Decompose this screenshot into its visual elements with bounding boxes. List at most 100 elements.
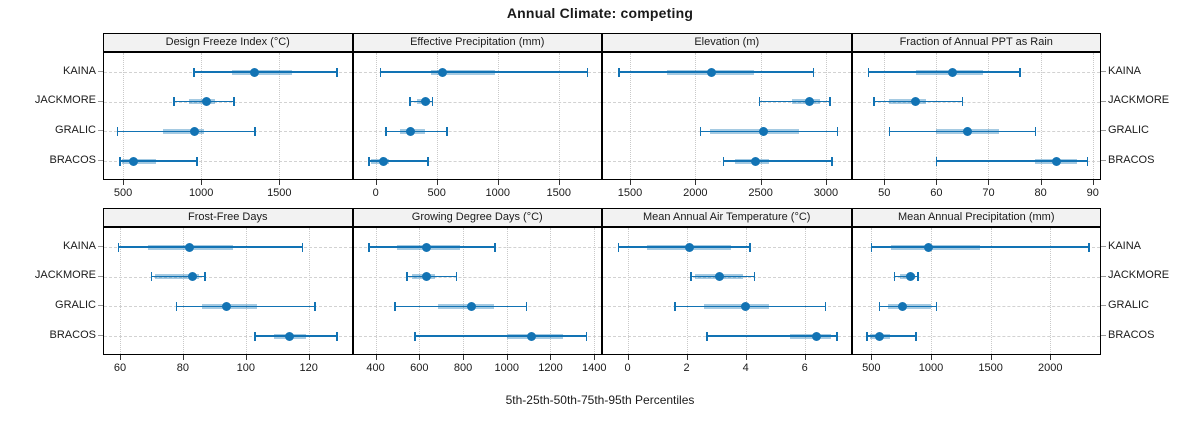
whisker-end-cap (1018, 67, 1021, 77)
whisker-end-cap (175, 301, 178, 311)
whisker-end-cap (414, 331, 416, 341)
site-label-left: BRACOS (49, 328, 96, 341)
axis-tick-label: 2500 (748, 187, 773, 199)
axis-tick-label: 2000 (1038, 362, 1063, 374)
axis-tick-label: 70 (982, 187, 995, 199)
axis-tick-label: 500 (113, 187, 133, 199)
site-axis-tick (1101, 305, 1106, 307)
median-dot (249, 67, 259, 77)
median-dot (759, 126, 769, 136)
whisker-end-cap (1034, 126, 1037, 136)
percentile-range-line (194, 71, 338, 73)
axis-tick-label: 90 (1086, 187, 1099, 199)
whisker-end-cap (917, 272, 919, 282)
vertical-gridline (375, 53, 377, 179)
whisker-end-cap (878, 301, 881, 311)
site-label-right: KAINA (1108, 239, 1142, 252)
site-axis-tick (1101, 246, 1106, 247)
site-axis-tick (98, 275, 103, 277)
horizontal-gridline (104, 276, 352, 278)
site-label-right: BRACOS (1108, 153, 1155, 166)
axis-tick-mark (1040, 180, 1042, 185)
percentile-range-line (407, 275, 457, 278)
axis-tick-mark (745, 355, 747, 360)
vertical-gridline (1092, 53, 1094, 179)
axis-tick-mark (279, 180, 281, 185)
vertical-gridline (760, 53, 762, 179)
vertical-gridline (308, 228, 310, 354)
median-dot (875, 331, 885, 341)
vertical-gridline (594, 228, 596, 354)
panel-header: Mean Annual Air Temperature (°C) (602, 208, 852, 227)
whisker-end-cap (915, 331, 917, 341)
whisker-end-cap (336, 331, 338, 341)
median-dot (190, 126, 200, 136)
whisker-end-cap (1088, 242, 1090, 252)
whisker-end-cap (586, 67, 589, 77)
axis-tick-label: 0 (372, 187, 379, 199)
axis-tick-label: 800 (453, 362, 473, 374)
median-dot (285, 331, 295, 341)
vertical-gridline (930, 228, 932, 354)
vertical-gridline (884, 53, 886, 179)
vertical-gridline (630, 53, 632, 179)
whisker-end-cap (893, 272, 896, 282)
axis-tick-mark (1050, 355, 1052, 360)
percentile-range-line (936, 160, 1088, 162)
vertical-gridline (1040, 53, 1042, 179)
site-label-right: BRACOS (1108, 328, 1155, 341)
whisker-end-cap (336, 67, 338, 77)
whisker-end-cap (196, 156, 199, 166)
axis-tick-mark (627, 355, 629, 360)
vertical-gridline (123, 53, 125, 179)
site-label-left: BRACOS (49, 153, 96, 166)
site-axis-tick (1101, 335, 1106, 336)
horizontal-gridline (104, 336, 352, 337)
axis-tick-label: 80 (1034, 187, 1047, 199)
percentile-range-line (368, 160, 429, 162)
horizontal-gridline (353, 161, 601, 162)
axis-tick-label: 500 (427, 187, 446, 199)
site-label-right: KAINA (1108, 64, 1142, 77)
horizontal-gridline (353, 276, 601, 278)
vertical-gridline (182, 228, 184, 354)
site-label-right: GRALIC (1108, 298, 1149, 311)
percentile-range-line (867, 335, 917, 337)
percentile-range-line (369, 246, 495, 248)
panel-plot-area (602, 227, 852, 355)
axis-tick-label: 1500 (978, 362, 1003, 374)
horizontal-gridline (603, 101, 851, 103)
site-label-left: KAINA (62, 64, 96, 77)
horizontal-gridline (353, 131, 601, 133)
whisker-end-cap (254, 331, 257, 341)
median-dot (467, 301, 477, 311)
vertical-gridline (550, 228, 552, 354)
axis-tick-label: 3000 (813, 187, 839, 199)
horizontal-gridline (852, 306, 1100, 308)
whisker-end-cap (753, 272, 756, 282)
vertical-gridline (686, 228, 688, 354)
site-axis-tick (1101, 160, 1106, 161)
axis-tick-mark (825, 180, 827, 185)
axis-tick-mark (884, 180, 886, 185)
axis-tick-label: 1500 (267, 187, 292, 199)
vertical-gridline (936, 53, 938, 179)
whisker-end-cap (446, 126, 448, 136)
axis-tick-label: 1400 (581, 362, 607, 374)
percentile-range-line (176, 305, 315, 308)
site-axis-tick (98, 335, 103, 336)
percentile-range-line (118, 246, 303, 248)
percentile-range-line (707, 335, 838, 337)
median-dot (222, 301, 232, 311)
vertical-gridline (825, 53, 827, 179)
percentile-range-line (395, 305, 527, 308)
whisker-end-cap (749, 242, 751, 252)
site-axis-tick (98, 100, 103, 102)
whisker-end-cap (758, 97, 761, 107)
vertical-gridline (988, 53, 990, 179)
axis-tick-label: 50 (878, 187, 891, 199)
median-dot (422, 242, 432, 252)
whisker-end-cap (836, 126, 839, 136)
panel-header: Effective Precipitation (mm) (352, 33, 602, 52)
